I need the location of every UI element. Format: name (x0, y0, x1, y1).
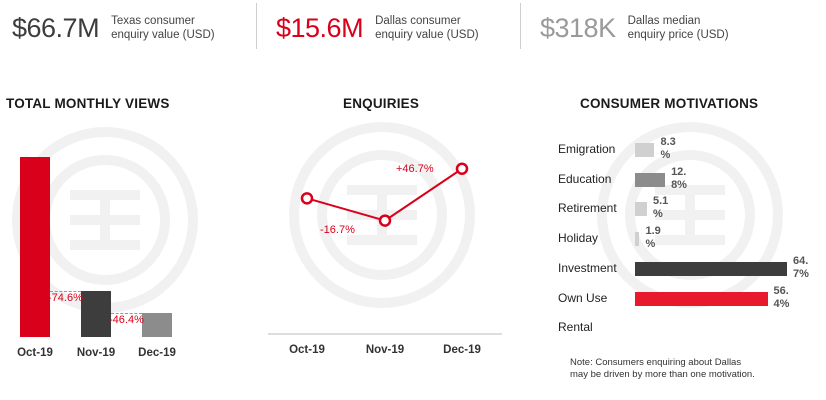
kpi-texas-value: $66.7M Texas consumer enquiry value (USD… (12, 6, 215, 50)
motivation-label: Investment (558, 260, 617, 275)
kpi-value: $318K (540, 12, 616, 43)
enquiries-month-label: Oct-19 (289, 344, 325, 356)
enquiries-point (300, 192, 314, 205)
views-reference-line (50, 291, 81, 293)
views-month-label: Nov-19 (76, 347, 116, 359)
views-delta-label: -46.4% (109, 313, 144, 326)
kpi-value: $66.7M (12, 12, 100, 43)
views-month-label: Oct-19 (17, 347, 53, 359)
enquiries-month-label: Nov-19 (365, 344, 405, 356)
kpi-dallas-median: $318K Dallas median enquiry price (USD) (540, 6, 729, 50)
views-bar (20, 157, 50, 337)
motivation-value: 8.3 % (660, 136, 676, 161)
kpi-label: Texas consumer enquiry value (USD) (111, 15, 215, 41)
motivations-note: Note: Consumers enquiring about Dallas m… (570, 357, 755, 380)
motivation-bar (635, 261, 787, 276)
motivation-value: 12. 8% (671, 165, 687, 191)
watermark-logo-icon (12, 127, 198, 313)
motivation-label: Education (558, 171, 612, 186)
kpi-divider (520, 3, 521, 49)
motivation-bar (635, 143, 655, 157)
motivation-value: 5.1 % (652, 195, 669, 221)
motivation-label: Own Use (558, 290, 608, 305)
motivation-label: Rental (558, 320, 593, 335)
motivation-bar (635, 172, 666, 187)
enquiries-line (306, 167, 463, 222)
motivation-bar (635, 291, 768, 306)
views-bar (142, 312, 172, 337)
kpi-dallas-value: $15.6M Dallas consumer enquiry value (US… (276, 6, 479, 50)
enquiries-delta-label: -16.7% (320, 223, 355, 236)
views-bar (81, 291, 111, 337)
motivation-value: 56. 4% (773, 284, 790, 310)
views-reference-line (111, 312, 142, 314)
watermark-logo-icon (289, 122, 475, 308)
motivation-label: Holiday (558, 231, 599, 246)
enquiries-delta-label: +46.7% (396, 162, 434, 175)
enquiries-month-label: Dec-19 (443, 344, 481, 356)
enquiries-point (455, 162, 469, 175)
motivation-bar (635, 202, 647, 217)
kpi-label: Dallas consumer enquiry value (USD) (375, 15, 479, 41)
enquiries-title: ENQUIRIES (343, 96, 420, 111)
views-title: TOTAL MONTHLY VIEWS (6, 96, 170, 111)
kpi-label: Dallas median enquiry price (USD) (627, 15, 729, 41)
motivation-label: Retirement (558, 201, 617, 216)
motivation-value: 64. 7% (793, 254, 809, 280)
views-month-label: Dec-19 (138, 347, 176, 359)
motivation-label: Emigration (558, 142, 616, 156)
kpi-divider (256, 3, 257, 49)
views-delta-label: -74.6% (48, 292, 83, 305)
enquiries-point (378, 214, 392, 227)
motivations-title: CONSUMER MOTIVATIONS (580, 96, 759, 111)
motivation-bar (635, 232, 640, 247)
kpi-value: $15.6M (276, 12, 364, 43)
motivation-value: 1.9 % (645, 225, 661, 251)
